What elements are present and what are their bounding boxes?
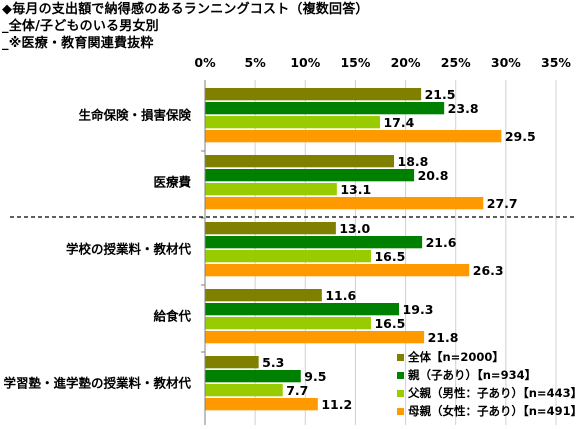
- x-tick-label: 5%: [245, 55, 267, 70]
- chart-subtitle-1: _全体/子どものいる男女別: [2, 19, 159, 34]
- x-tick-label: 35%: [541, 55, 571, 70]
- legend-item-fathers: 父親（男性：子あり）【n=443】: [397, 384, 580, 402]
- bar: [205, 236, 423, 249]
- legend: 全体【n=2000】 親（子あり）【n=934】 父親（男性：子あり）【n=44…: [397, 348, 580, 420]
- value-label: 21.5: [425, 87, 456, 102]
- bar: [205, 317, 371, 330]
- value-label: 13.1: [340, 182, 371, 197]
- x-tick-label: 25%: [441, 55, 471, 70]
- legend-label-fathers: 父親（男性：子あり）【n=443】: [408, 386, 580, 400]
- bar: [205, 155, 395, 168]
- legend-swatch-fathers: [397, 389, 404, 397]
- bar: [205, 384, 283, 397]
- bar: [205, 222, 336, 235]
- bar: [205, 130, 502, 143]
- bar: [205, 169, 415, 182]
- bar: [205, 331, 425, 344]
- bar: [205, 264, 470, 277]
- value-label: 11.2: [321, 397, 352, 412]
- legend-label-mothers: 母親（女性：子あり）【n=491】: [408, 404, 580, 418]
- bar: [205, 102, 445, 115]
- bar: [205, 116, 380, 129]
- bar: [205, 289, 322, 302]
- x-tick-label: 30%: [491, 55, 521, 70]
- value-label: 18.8: [398, 154, 429, 169]
- value-label: 23.8: [448, 101, 479, 116]
- value-label: 11.6: [325, 288, 356, 303]
- value-label: 20.8: [418, 168, 449, 183]
- value-label: 9.5: [304, 369, 326, 384]
- value-label: 29.5: [505, 129, 536, 144]
- value-label: 19.3: [403, 302, 434, 317]
- value-label: 16.5: [374, 249, 405, 264]
- legend-swatch-mothers: [397, 407, 404, 415]
- value-label: 17.4: [383, 115, 414, 130]
- value-label: 7.7: [286, 383, 308, 398]
- legend-swatch-overall: [397, 353, 404, 361]
- bar: [205, 88, 422, 101]
- legend-swatch-parents: [397, 371, 404, 379]
- category-label: 給食代: [153, 309, 191, 324]
- value-label: 26.3: [473, 263, 504, 278]
- bar: [205, 398, 318, 411]
- legend-item-parents: 親（子あり）【n=934】: [397, 366, 580, 384]
- legend-item-overall: 全体【n=2000】: [397, 348, 580, 366]
- x-tick-label: 0%: [194, 55, 216, 70]
- x-tick-label: 15%: [340, 55, 370, 70]
- bar: [205, 183, 337, 196]
- category-label: 医療費: [153, 175, 191, 190]
- chart-subtitle-2: _※医療・教育関連費抜粋: [2, 36, 154, 51]
- x-tick-label: 10%: [290, 55, 320, 70]
- legend-label-parents: 親（子あり）【n=934】: [408, 368, 537, 382]
- bar: [205, 250, 371, 263]
- value-label: 21.8: [428, 330, 459, 345]
- value-label: 16.5: [374, 316, 405, 331]
- category-label: 学習塾・進学塾の授業料・教材代: [3, 376, 191, 391]
- legend-label-overall: 全体【n=2000】: [408, 350, 504, 364]
- value-label: 21.6: [426, 235, 457, 250]
- category-label: 生命保険・損害保険: [78, 108, 191, 123]
- x-tick-label: 20%: [391, 55, 421, 70]
- chart-title-block: ◆毎月の支出額で納得感のあるランニングコスト（複数回答） _全体/子どものいる男…: [2, 1, 369, 52]
- bar: [205, 197, 484, 210]
- category-label: 学校の授業料・教材代: [66, 242, 192, 257]
- value-label: 13.0: [339, 221, 370, 236]
- bar: [205, 370, 301, 383]
- bar: [205, 356, 259, 369]
- value-label: 5.3: [262, 355, 284, 370]
- chart-title: ◆毎月の支出額で納得感のあるランニングコスト（複数回答）: [2, 2, 369, 17]
- legend-item-mothers: 母親（女性：子あり）【n=491】: [397, 402, 580, 420]
- bar: [205, 303, 400, 316]
- value-label: 27.7: [487, 196, 518, 211]
